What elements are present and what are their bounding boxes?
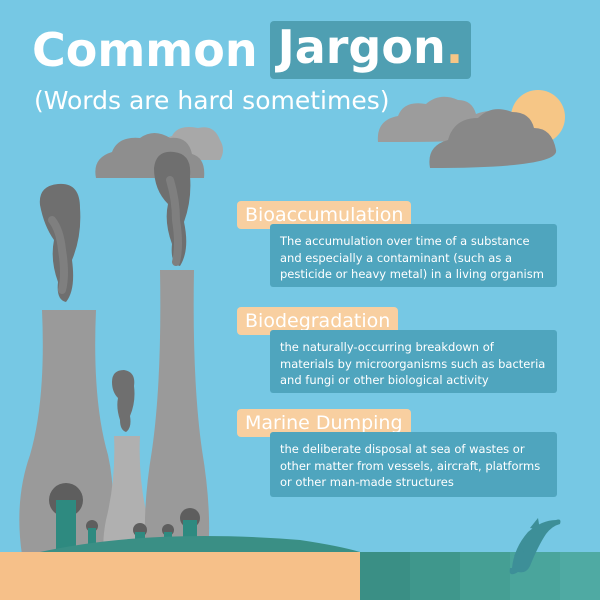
title-word-jargon-highlight: Jargon. bbox=[269, 20, 472, 79]
page-subtitle: (Words are hard sometimes) bbox=[34, 86, 390, 115]
definition-marine-dumping: the deliberate disposal at sea of wastes… bbox=[270, 432, 557, 497]
smoke-plume-right bbox=[154, 151, 191, 266]
definition-bioaccumulation: The accumulation over time of a substanc… bbox=[270, 224, 557, 287]
title-dot: . bbox=[445, 20, 464, 74]
smoke-plume-small bbox=[112, 370, 135, 432]
page-title: Common Jargon. bbox=[32, 20, 472, 79]
cooling-tower-left bbox=[19, 310, 113, 555]
smoke-plume-left bbox=[39, 183, 81, 302]
title-word-common: Common bbox=[32, 23, 258, 77]
term-label-bioaccumulation: Bioaccumulation bbox=[237, 201, 412, 229]
dolphin-icon bbox=[509, 518, 561, 575]
sand-beach bbox=[0, 552, 360, 600]
cloud-right-icon bbox=[377, 96, 557, 168]
definition-biodegradation: the naturally-occurring breakdown of mat… bbox=[270, 330, 557, 393]
cooling-tower-right bbox=[144, 270, 210, 555]
title-word-jargon: Jargon bbox=[277, 20, 446, 74]
water bbox=[360, 552, 600, 600]
